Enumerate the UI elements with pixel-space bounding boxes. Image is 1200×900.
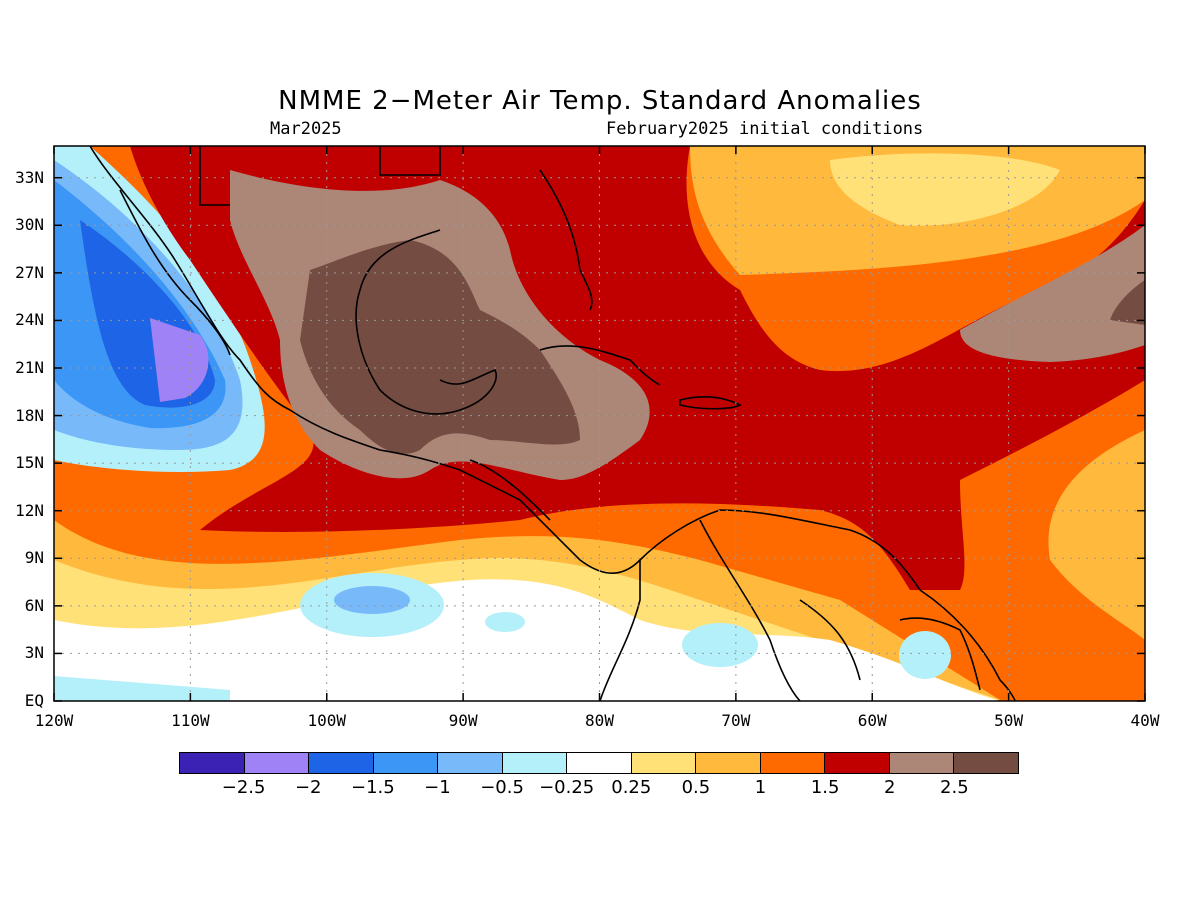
lat-tick-label: 33N: [15, 167, 44, 187]
anomaly-region-near-normal: [54, 579, 1000, 701]
lat-tick-label: 27N: [15, 262, 44, 282]
lon-tick-label: 100W: [307, 711, 347, 730]
anomaly-region-neg-2-northeast-pacific: [150, 318, 209, 402]
lon-tick-label: 40W: [1130, 711, 1160, 730]
lat-tick-label: 3N: [24, 643, 44, 663]
colorbar-label: −1: [424, 777, 451, 798]
colorbar-swatch: [825, 753, 890, 773]
colorbar-swatch: [760, 753, 826, 773]
colorbar-label: 0.5: [681, 777, 711, 798]
anomaly-region-neg-0.25-patch: [485, 612, 525, 632]
lon-tick-label: 110W: [171, 711, 210, 730]
colorbar-swatch: [438, 753, 503, 773]
anomaly-region-0.25-0.5-north-atlantic: [830, 153, 1060, 226]
colorbar-label: 1.5: [810, 777, 840, 798]
colorbar-label: 2: [884, 777, 896, 798]
colorbar-label: −2.5: [221, 777, 266, 798]
anomaly-region-above-2.5: [300, 240, 580, 454]
colorbar-swatch: [373, 753, 439, 773]
colorbar-swatch: [502, 753, 568, 773]
colorbar-label: −0.25: [539, 777, 595, 798]
anomaly-region-0.5-1-east: [1048, 430, 1145, 640]
anomaly-region-neg-0.25-guiana: [899, 631, 951, 679]
colorbar-swatch: [180, 753, 245, 773]
anomaly-region-2-2.5-atlantic: [960, 225, 1145, 362]
lat-tick-label: EQ: [24, 691, 44, 710]
lon-tick-label: 90W: [448, 711, 478, 730]
colorbar-label: 2.5: [940, 777, 969, 798]
lon-tick-label: 120W: [34, 711, 74, 730]
colorbar-label: −1.5: [350, 777, 395, 798]
colorbar-label: 0.25: [611, 777, 652, 798]
anomaly-region-neg-0.5-east-pacific: [334, 586, 410, 614]
anomaly-region-neg-0.25-amazon: [682, 623, 758, 667]
lat-tick-label: 30N: [15, 215, 44, 235]
anomaly-region-neg-0.25-equator: [54, 676, 230, 701]
map-title: NMME 2−Meter Air Temp. Standard Anomalie…: [278, 86, 922, 116]
lat-tick-label: 9N: [24, 548, 44, 568]
colorbar: [179, 752, 1019, 774]
colorbar-swatch: [244, 753, 310, 773]
colorbar-swatch: [309, 753, 374, 773]
axis-ticks: [53, 146, 1146, 702]
colorbar-swatch: [696, 753, 761, 773]
lat-tick-label: 18N: [15, 405, 44, 425]
coastlines: [89, 146, 1016, 701]
lat-tick-label: 12N: [15, 500, 44, 520]
initial-conditions: February2025 initial conditions: [606, 119, 924, 139]
anomaly-region-above-2.5-atlantic: [1110, 280, 1145, 325]
lon-tick-label: 70W: [721, 711, 751, 730]
colorbar-swatch: [567, 753, 632, 773]
anomaly-field: [54, 146, 1145, 701]
graticule: [54, 146, 1145, 701]
lat-tick-label: 15N: [15, 453, 44, 473]
lat-tick-label: 24N: [15, 310, 44, 330]
lon-tick-label: 60W: [857, 711, 887, 730]
colorbar-swatch: [631, 753, 697, 773]
colorbar-label: −2: [294, 777, 322, 798]
lat-tick-label: 6N: [24, 595, 44, 615]
lat-tick-label: 21N: [15, 358, 44, 377]
forecast-month: Mar2025: [270, 119, 342, 139]
colorbar-swatch: [889, 753, 955, 773]
colorbar-label: 1: [754, 777, 767, 798]
colorbar-swatch: [954, 753, 1018, 773]
lon-tick-label: 80W: [585, 711, 614, 730]
colorbar-label: −0.5: [480, 777, 524, 798]
lon-tick-label: 50W: [994, 711, 1024, 730]
